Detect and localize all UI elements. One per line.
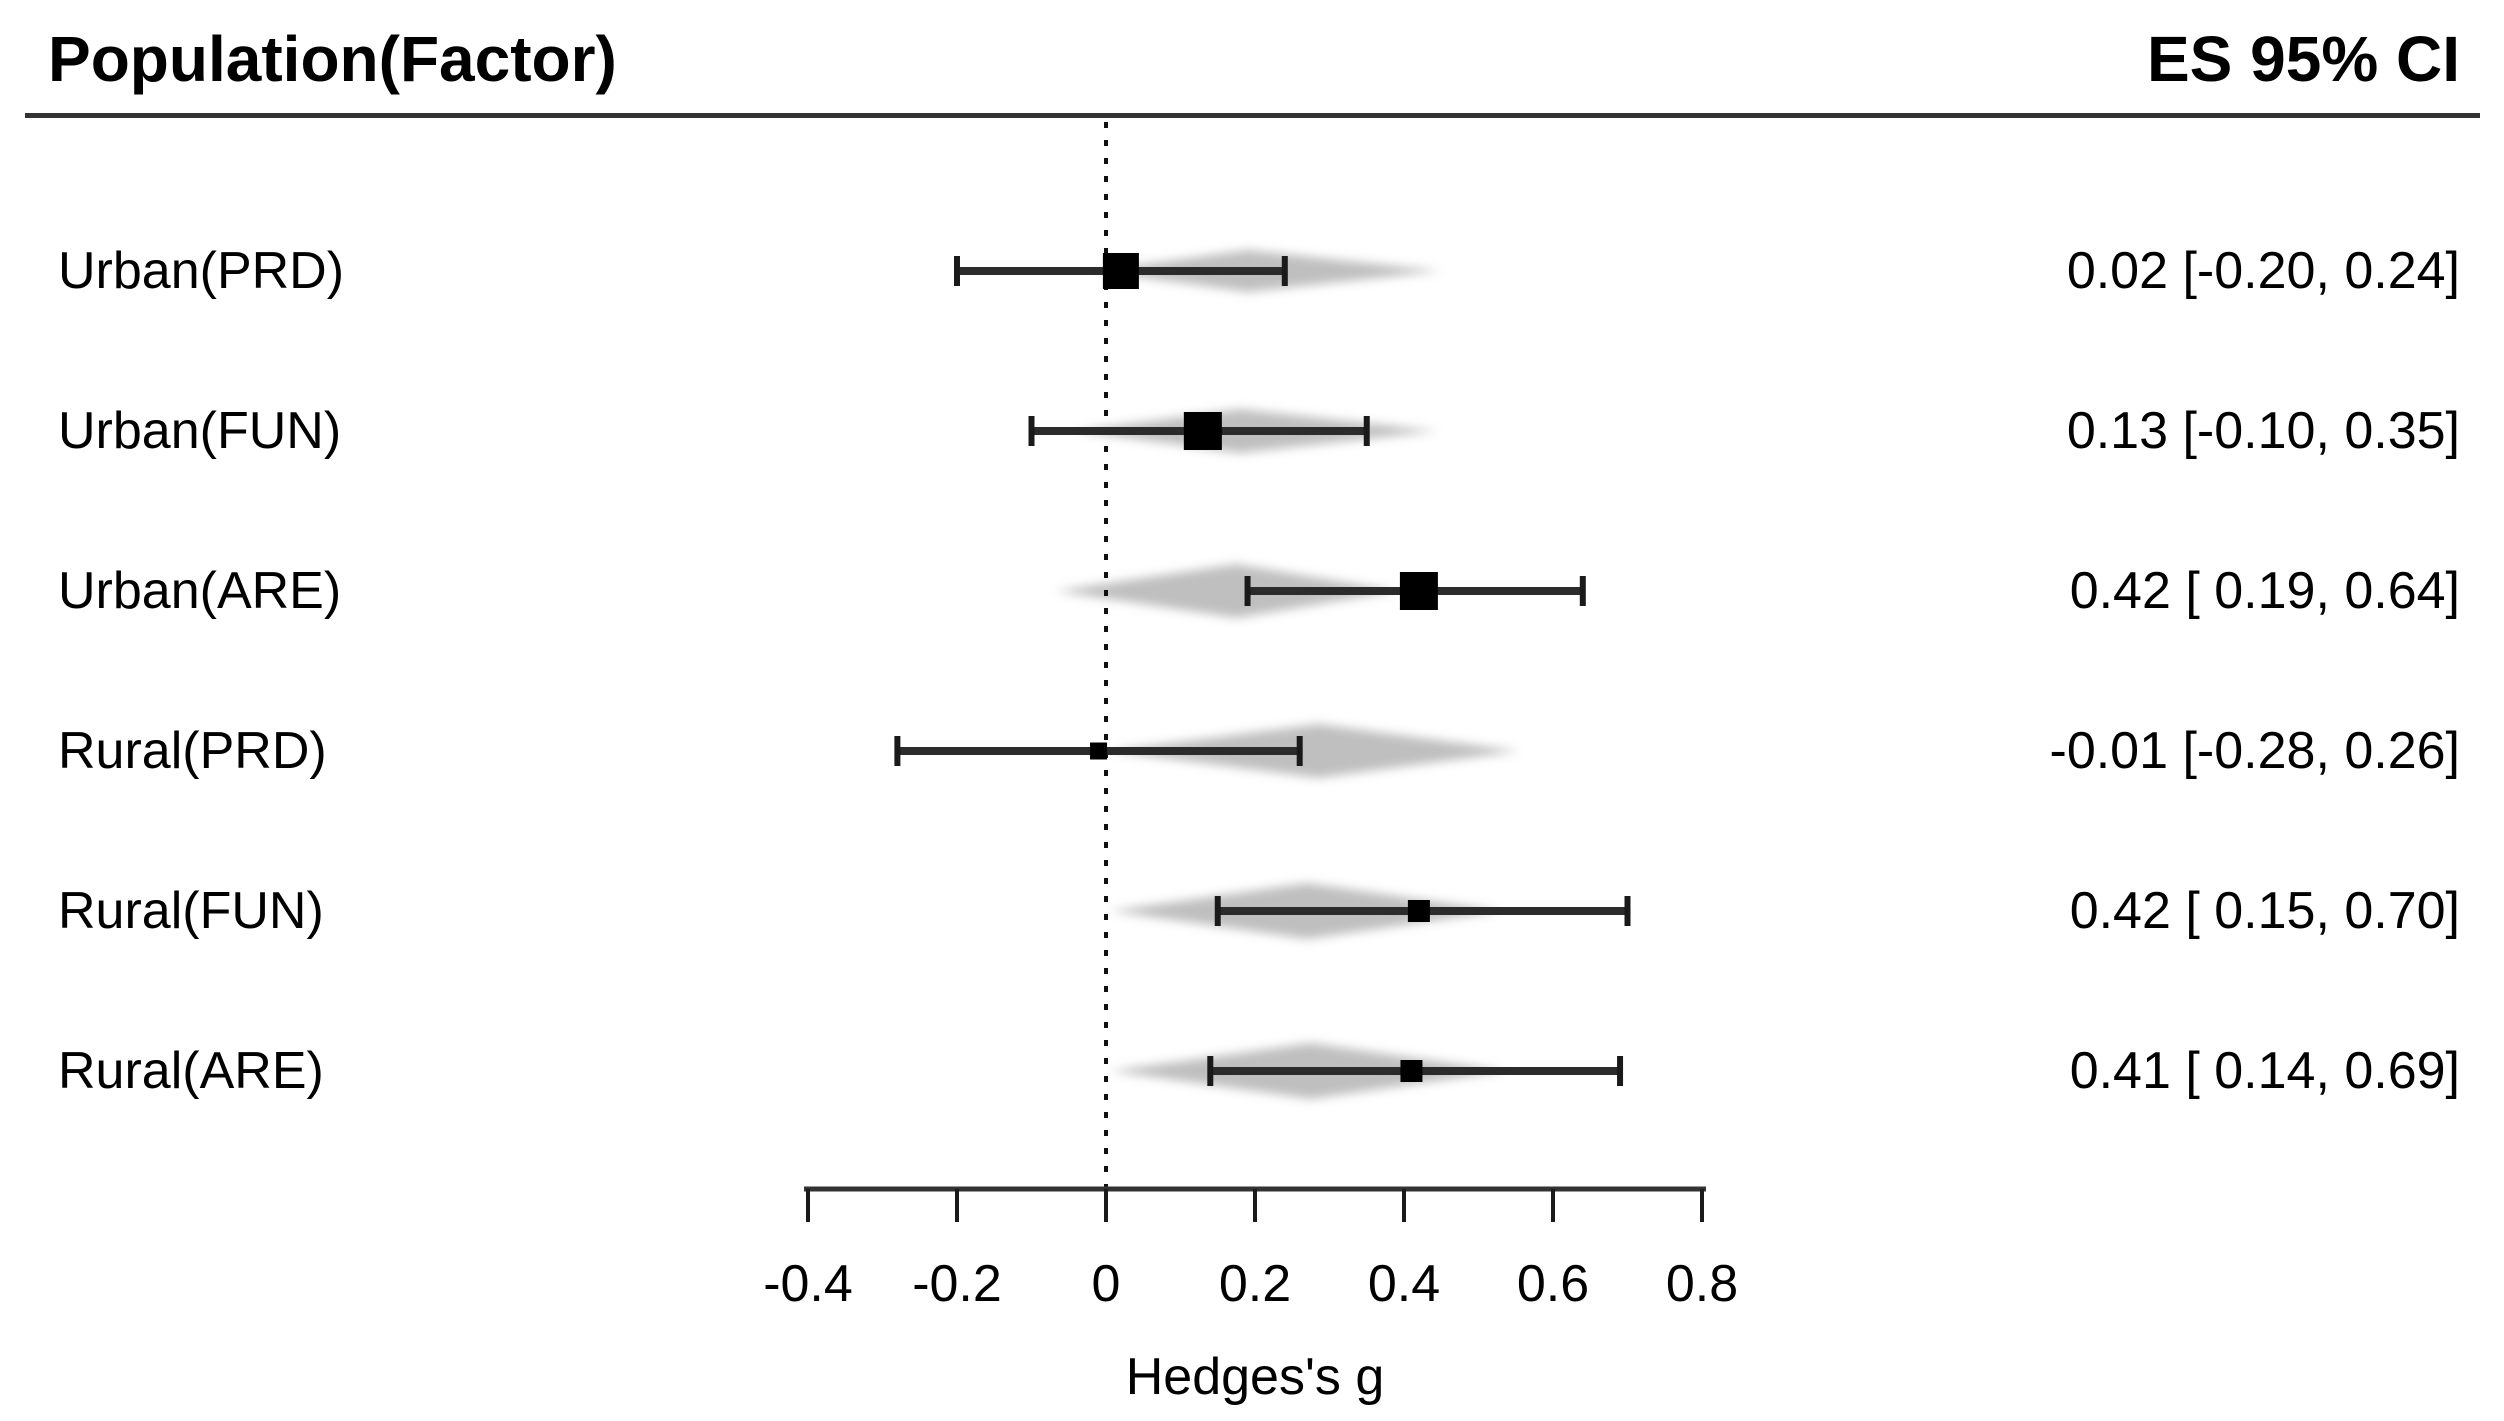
row-es-ci-text: -0.01 [-0.28, 0.26] xyxy=(2049,722,2461,780)
row-es-ci-text: 0.42 [ 0.15, 0.70] xyxy=(2069,882,2460,940)
density-diamonds-layer xyxy=(1055,250,1520,1099)
x-axis-tick-label: -0.4 xyxy=(763,1255,853,1313)
column-header-population-factor: Population(Factor) xyxy=(48,23,617,95)
x-axis-tick-label: 0 xyxy=(1091,1255,1121,1313)
row-es-ci-text: 0.42 [ 0.19, 0.64] xyxy=(2069,562,2460,620)
x-axis-tick-label: 0.4 xyxy=(1367,1255,1441,1313)
x-axis-tick-label: 0.6 xyxy=(1516,1255,1590,1313)
row-label: Urban(ARE) xyxy=(58,562,342,620)
x-axis-title: Hedges's g xyxy=(1125,1348,1385,1406)
row-es-ci-text: 0.41 [ 0.14, 0.69] xyxy=(2069,1042,2460,1100)
effect-size-square xyxy=(1090,742,1108,760)
x-axis-tick-label: 0.2 xyxy=(1218,1255,1292,1313)
header-rule xyxy=(25,113,2480,118)
row-label: Rural(PRD) xyxy=(58,722,327,780)
effect-size-square xyxy=(1183,412,1222,450)
row-label: Rural(FUN) xyxy=(58,882,324,940)
density-diamond xyxy=(1109,724,1520,778)
effect-size-square xyxy=(1407,900,1430,922)
confidence-intervals-layer xyxy=(894,256,1631,1086)
row-es-ci-text: 0.13 [-0.10, 0.35] xyxy=(2066,402,2460,460)
effect-size-square xyxy=(1400,1060,1423,1082)
effect-size-square xyxy=(1399,572,1438,610)
effect-size-square xyxy=(1102,253,1139,289)
x-axis-tick-label: 0.8 xyxy=(1665,1255,1739,1313)
x-axis-tick-label: -0.2 xyxy=(912,1255,1002,1313)
row-es-ci-text: 0.02 [-0.20, 0.24] xyxy=(2066,242,2460,300)
column-header-es-95-ci: ES 95% CI xyxy=(2146,23,2460,95)
x-axis-layer xyxy=(804,1186,1706,1222)
effect-markers-layer xyxy=(1090,253,1438,1082)
density-diamond xyxy=(1055,564,1397,618)
row-label: Rural(ARE) xyxy=(58,1042,324,1100)
row-label: Urban(FUN) xyxy=(58,402,342,460)
row-label: Urban(PRD) xyxy=(58,242,345,300)
